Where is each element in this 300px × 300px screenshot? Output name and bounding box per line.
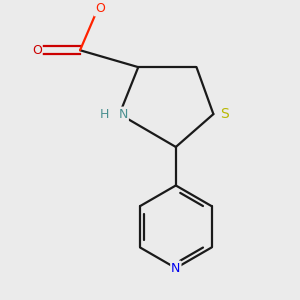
Text: O: O xyxy=(95,2,105,15)
Text: S: S xyxy=(220,107,229,121)
Text: N: N xyxy=(118,108,128,121)
Text: O: O xyxy=(32,44,42,57)
Text: H: H xyxy=(100,108,109,121)
Text: N: N xyxy=(171,262,181,275)
